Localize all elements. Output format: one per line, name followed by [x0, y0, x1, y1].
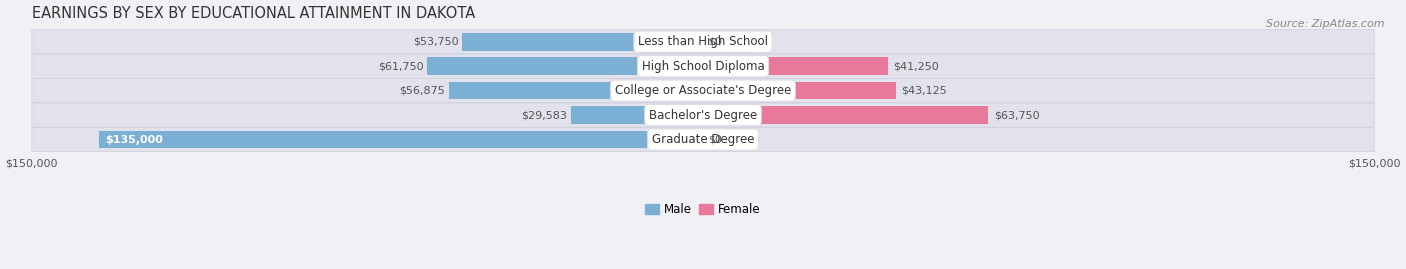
Text: $0: $0: [709, 134, 723, 144]
Text: Bachelor's Degree: Bachelor's Degree: [650, 109, 756, 122]
Text: Source: ZipAtlas.com: Source: ZipAtlas.com: [1267, 19, 1385, 29]
Text: $0: $0: [709, 37, 723, 47]
Text: Less than High School: Less than High School: [638, 35, 768, 48]
Bar: [98, 131, 703, 148]
Bar: [463, 33, 703, 51]
Bar: [703, 82, 896, 100]
Text: $56,875: $56,875: [399, 86, 446, 96]
Bar: [571, 106, 703, 124]
Text: College or Associate's Degree: College or Associate's Degree: [614, 84, 792, 97]
Text: $61,750: $61,750: [378, 61, 423, 71]
Text: EARNINGS BY SEX BY EDUCATIONAL ATTAINMENT IN DAKOTA: EARNINGS BY SEX BY EDUCATIONAL ATTAINMEN…: [32, 6, 475, 20]
FancyBboxPatch shape: [32, 30, 1374, 54]
Text: $41,250: $41,250: [893, 61, 939, 71]
Bar: [703, 106, 988, 124]
Text: $29,583: $29,583: [522, 110, 567, 120]
Text: Graduate Degree: Graduate Degree: [652, 133, 754, 146]
Text: $53,750: $53,750: [413, 37, 460, 47]
Bar: [703, 57, 887, 75]
Text: High School Diploma: High School Diploma: [641, 60, 765, 73]
Bar: [426, 57, 703, 75]
FancyBboxPatch shape: [32, 103, 1374, 127]
Bar: [449, 82, 703, 100]
FancyBboxPatch shape: [32, 79, 1374, 103]
Legend: Male, Female: Male, Female: [641, 198, 765, 221]
FancyBboxPatch shape: [32, 54, 1374, 78]
Text: $43,125: $43,125: [901, 86, 948, 96]
Text: $135,000: $135,000: [105, 134, 163, 144]
FancyBboxPatch shape: [32, 128, 1374, 152]
Text: $63,750: $63,750: [994, 110, 1039, 120]
